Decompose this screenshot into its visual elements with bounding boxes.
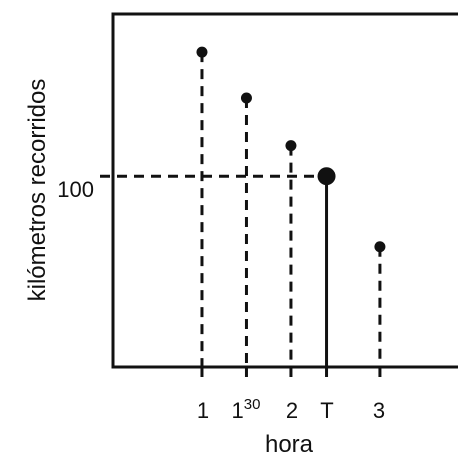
x-tick-label-T: T xyxy=(320,398,333,423)
y-axis-label: kilómetros recorridos xyxy=(24,79,51,302)
x-tick-label-1-30: 130 xyxy=(232,396,261,423)
x-tick-label-2: 2 xyxy=(286,398,298,423)
highlight-point xyxy=(317,167,336,186)
data-point-1 xyxy=(240,92,252,104)
x-tick-label-1: 1 xyxy=(197,398,209,423)
x-tick-label-1-30-main: 1 xyxy=(232,398,244,423)
x-tick-label-1-30-superscript: 30 xyxy=(244,396,261,413)
plot-frame xyxy=(111,12,458,369)
plot-layer xyxy=(100,12,458,377)
data-point-0 xyxy=(196,46,208,58)
y-tick-label-100: 100 xyxy=(57,177,94,202)
x-tick-label-3: 3 xyxy=(373,398,385,423)
x-axis-label: hora xyxy=(265,431,314,458)
data-point-2 xyxy=(285,140,297,152)
data-point-4 xyxy=(374,241,386,253)
